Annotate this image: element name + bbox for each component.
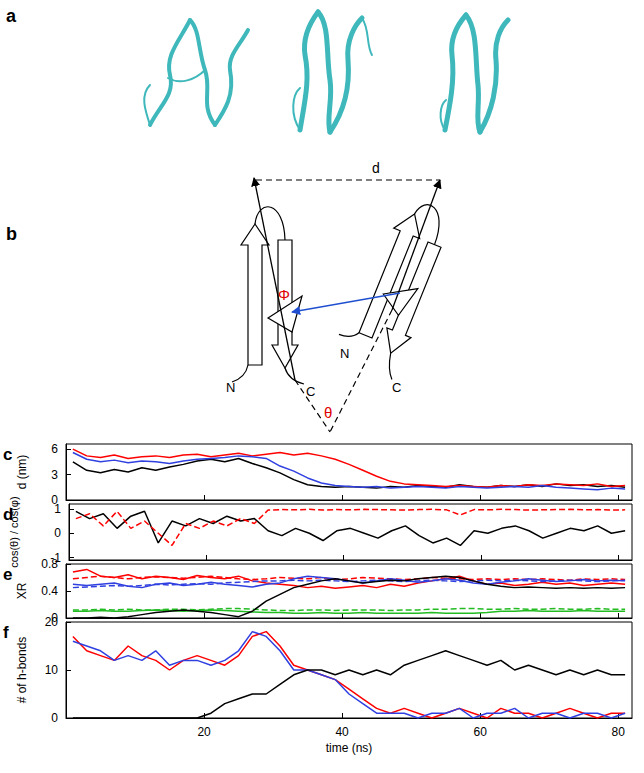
svg-text:1: 1	[54, 502, 61, 516]
svg-text:0: 0	[54, 526, 61, 540]
svg-text:20: 20	[45, 615, 59, 629]
svg-text:Φ: Φ	[278, 286, 290, 303]
svg-text:0.8: 0.8	[41, 557, 58, 571]
svg-text:time (ns): time (ns)	[326, 741, 373, 755]
svg-text:N: N	[340, 346, 349, 361]
svg-text:f: f	[3, 623, 9, 642]
svg-text:c: c	[3, 445, 12, 464]
svg-text:cos(θ) / cos(φ): cos(θ) / cos(φ)	[8, 496, 20, 567]
svg-text:0.4: 0.4	[41, 584, 58, 598]
svg-text:60: 60	[473, 725, 487, 739]
svg-text:# of h-bonds: # of h-bonds	[15, 637, 29, 704]
svg-text:10: 10	[45, 663, 59, 677]
svg-text:XR: XR	[15, 582, 29, 599]
svg-text:d (nm): d (nm)	[15, 455, 29, 490]
svg-text:C: C	[306, 384, 315, 399]
svg-text:80: 80	[612, 725, 626, 739]
svg-text:C: C	[392, 380, 401, 395]
svg-text:6: 6	[51, 442, 58, 456]
svg-text:a: a	[6, 6, 17, 26]
svg-text:d: d	[372, 160, 380, 176]
svg-text:20: 20	[197, 725, 211, 739]
svg-text:e: e	[3, 565, 13, 584]
svg-text:b: b	[6, 224, 17, 244]
svg-text:0: 0	[51, 711, 58, 725]
svg-text:3: 3	[51, 468, 58, 482]
svg-text:0: 0	[51, 493, 58, 507]
svg-text:θ: θ	[324, 404, 332, 421]
svg-text:40: 40	[335, 725, 349, 739]
svg-text:N: N	[226, 380, 235, 395]
